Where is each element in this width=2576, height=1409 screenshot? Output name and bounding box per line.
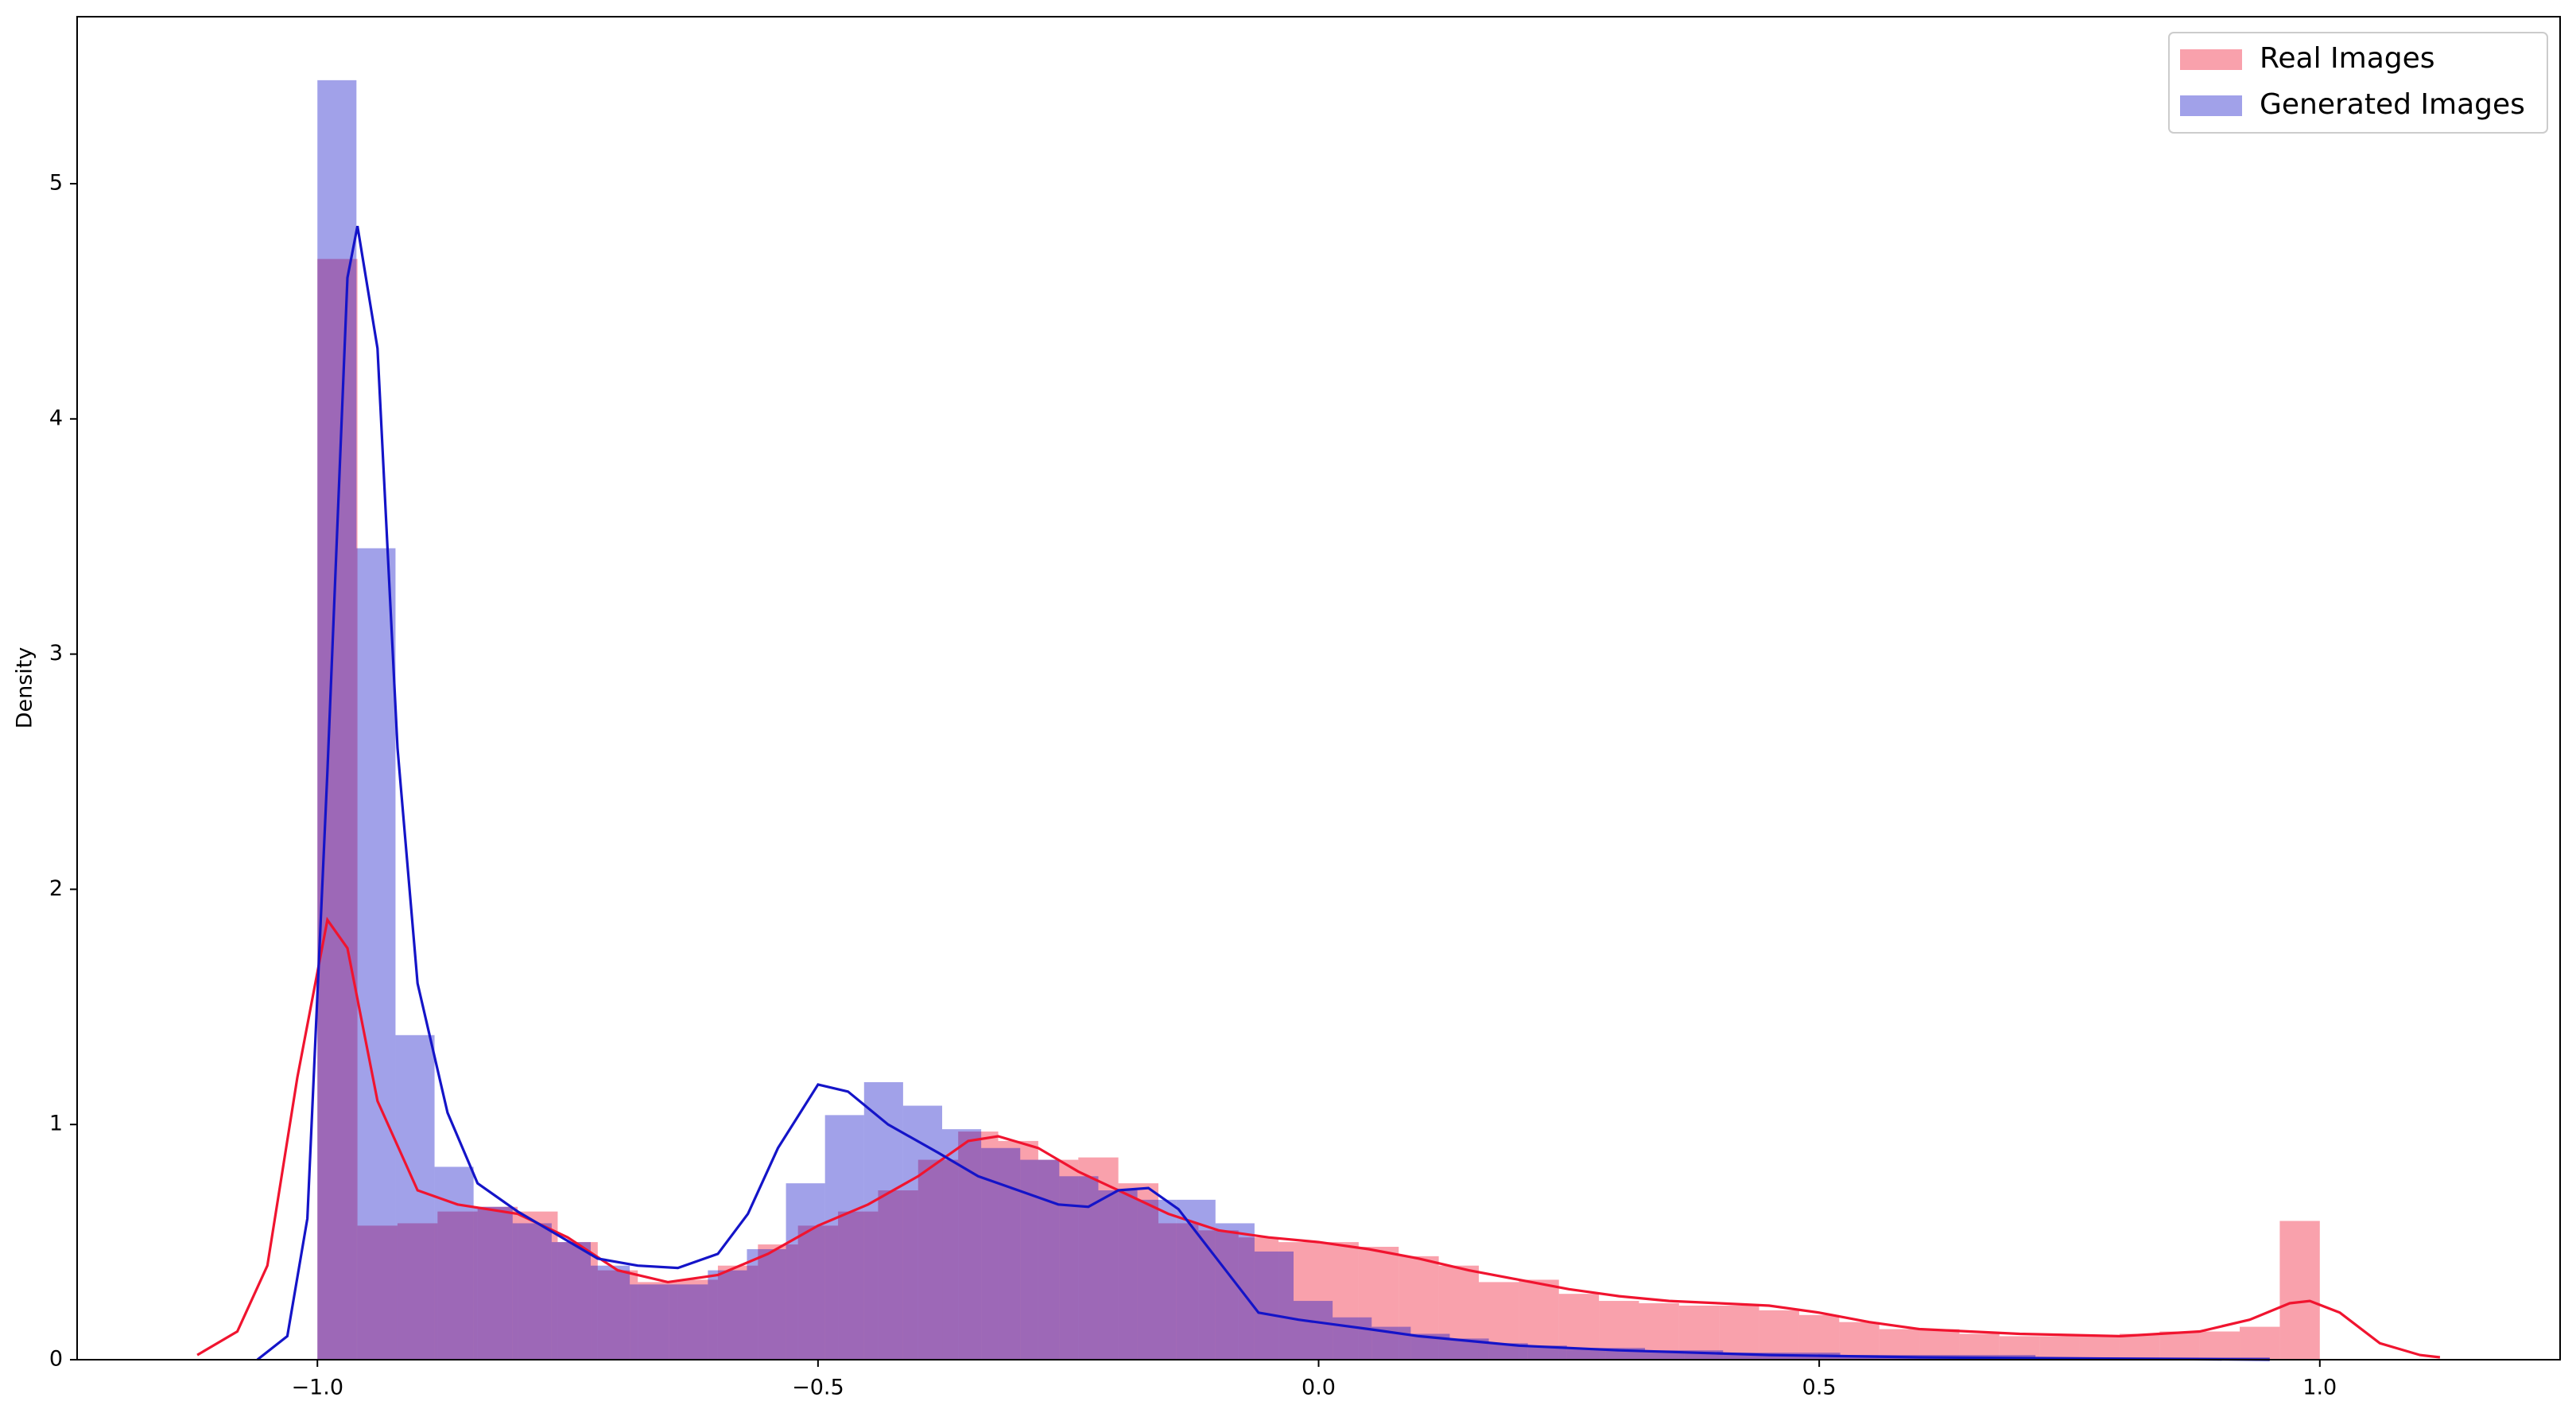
histogram-bar bbox=[717, 1265, 758, 1360]
histogram-bar bbox=[591, 1265, 630, 1360]
histogram-bar bbox=[437, 1211, 478, 1360]
histogram-bar bbox=[477, 1206, 518, 1360]
histogram-bar bbox=[1527, 1345, 1567, 1360]
histogram-bar bbox=[630, 1284, 669, 1360]
histogram-bar bbox=[1719, 1305, 1759, 1360]
histogram-bar bbox=[2279, 1221, 2320, 1360]
histogram-bar bbox=[1158, 1223, 1199, 1360]
histogram-bar bbox=[1488, 1343, 1528, 1360]
histogram-bar bbox=[1723, 1353, 1763, 1360]
histogram-bar bbox=[677, 1279, 718, 1360]
histogram-bar bbox=[1759, 1310, 1799, 1360]
histogram-bar bbox=[669, 1284, 708, 1360]
y-tick-label: 2 bbox=[49, 876, 63, 901]
histogram-bar bbox=[1959, 1333, 2000, 1360]
histogram-bar bbox=[317, 80, 357, 1360]
histogram-bar bbox=[2079, 1336, 2120, 1360]
histogram-bar bbox=[395, 1034, 435, 1360]
histogram-bar bbox=[786, 1183, 825, 1360]
histogram-bar bbox=[1919, 1329, 1960, 1360]
histogram-bar bbox=[1678, 1305, 1720, 1360]
histogram-bar bbox=[918, 1159, 959, 1360]
y-tick-label: 0 bbox=[49, 1347, 63, 1372]
histogram-bar bbox=[1294, 1301, 1333, 1360]
histogram-bar bbox=[1879, 1329, 1920, 1360]
y-tick-label: 4 bbox=[49, 406, 63, 430]
legend-label: Generated Images bbox=[2260, 88, 2525, 121]
y-tick-label: 3 bbox=[49, 641, 63, 666]
x-tick-label: 1.0 bbox=[2302, 1376, 2337, 1400]
histogram-bar bbox=[838, 1211, 879, 1360]
histogram-bar bbox=[1999, 1336, 2040, 1360]
histogram-bar bbox=[2240, 1326, 2280, 1360]
histogram-bar bbox=[1238, 1237, 1279, 1360]
histogram-bar bbox=[434, 1166, 474, 1360]
histogram-bar bbox=[357, 1225, 398, 1360]
histogram-bar bbox=[557, 1242, 598, 1360]
histogram-bar bbox=[551, 1242, 592, 1360]
legend-swatch bbox=[2180, 95, 2242, 116]
legend-box bbox=[2168, 32, 2548, 134]
histogram-bar bbox=[1684, 1350, 1724, 1360]
legend-swatch bbox=[2180, 49, 2242, 70]
histogram-bar bbox=[1098, 1190, 1138, 1360]
histogram-bar bbox=[1038, 1159, 1079, 1360]
y-tick-label: 1 bbox=[49, 1112, 63, 1136]
histogram-bar bbox=[397, 1223, 438, 1360]
histogram-bar bbox=[824, 1115, 864, 1360]
histogram-bar bbox=[1318, 1242, 1359, 1360]
histogram-bar bbox=[1137, 1199, 1177, 1360]
histogram-bar bbox=[1333, 1317, 1372, 1360]
histogram-bar bbox=[1566, 1348, 1606, 1360]
histogram-bar bbox=[942, 1129, 982, 1360]
y-axis-label: Density bbox=[13, 647, 37, 729]
histogram-bar bbox=[1254, 1251, 1294, 1360]
histogram-bar bbox=[747, 1248, 786, 1360]
plot-frame bbox=[76, 16, 2561, 1360]
histogram-bar bbox=[1645, 1350, 1685, 1360]
histogram-bar bbox=[1478, 1282, 1519, 1360]
x-tick-label: −0.5 bbox=[792, 1376, 844, 1400]
x-tick-label: 0.0 bbox=[1302, 1376, 1336, 1400]
histogram-bar bbox=[317, 258, 358, 1360]
legend-label: Real Images bbox=[2260, 42, 2435, 75]
histogram-bar bbox=[473, 1206, 513, 1360]
histogram-bar bbox=[1798, 1314, 1840, 1360]
histogram-bar bbox=[902, 1105, 943, 1360]
histogram-bar bbox=[758, 1244, 798, 1360]
histogram-bar bbox=[2159, 1331, 2200, 1360]
histogram-bar bbox=[1438, 1265, 1479, 1360]
histogram-bar bbox=[1020, 1159, 1060, 1360]
histogram-bar bbox=[1215, 1223, 1255, 1360]
histogram-bar bbox=[708, 1270, 747, 1360]
histogram-bar bbox=[797, 1225, 839, 1360]
histogram-bar bbox=[1839, 1322, 1880, 1360]
kde-line bbox=[196, 916, 2441, 1359]
histogram-bar bbox=[1078, 1157, 1119, 1360]
histogram-bar bbox=[998, 1140, 1038, 1360]
histogram-bar bbox=[2039, 1336, 2080, 1360]
histogram-bar bbox=[356, 548, 396, 1360]
histogram-bar bbox=[1399, 1256, 1439, 1360]
y-tick-label: 5 bbox=[49, 171, 63, 196]
histogram-bar bbox=[638, 1282, 678, 1360]
x-tick-label: −1.0 bbox=[291, 1376, 343, 1400]
histogram-bar bbox=[863, 1081, 903, 1360]
histogram-bar bbox=[2119, 1333, 2160, 1360]
histogram-bar bbox=[1278, 1242, 1319, 1360]
histogram-bar bbox=[2199, 1331, 2240, 1360]
histogram-bar bbox=[1358, 1247, 1399, 1360]
histogram-bar bbox=[512, 1223, 552, 1360]
histogram-bar bbox=[1118, 1183, 1159, 1360]
histogram-bar bbox=[597, 1270, 638, 1360]
histogram-bar bbox=[1198, 1230, 1239, 1360]
histogram-bar bbox=[878, 1190, 918, 1360]
x-tick-label: 0.5 bbox=[1802, 1376, 1837, 1400]
kde-line bbox=[256, 225, 2270, 1361]
histogram-bar bbox=[518, 1211, 558, 1360]
